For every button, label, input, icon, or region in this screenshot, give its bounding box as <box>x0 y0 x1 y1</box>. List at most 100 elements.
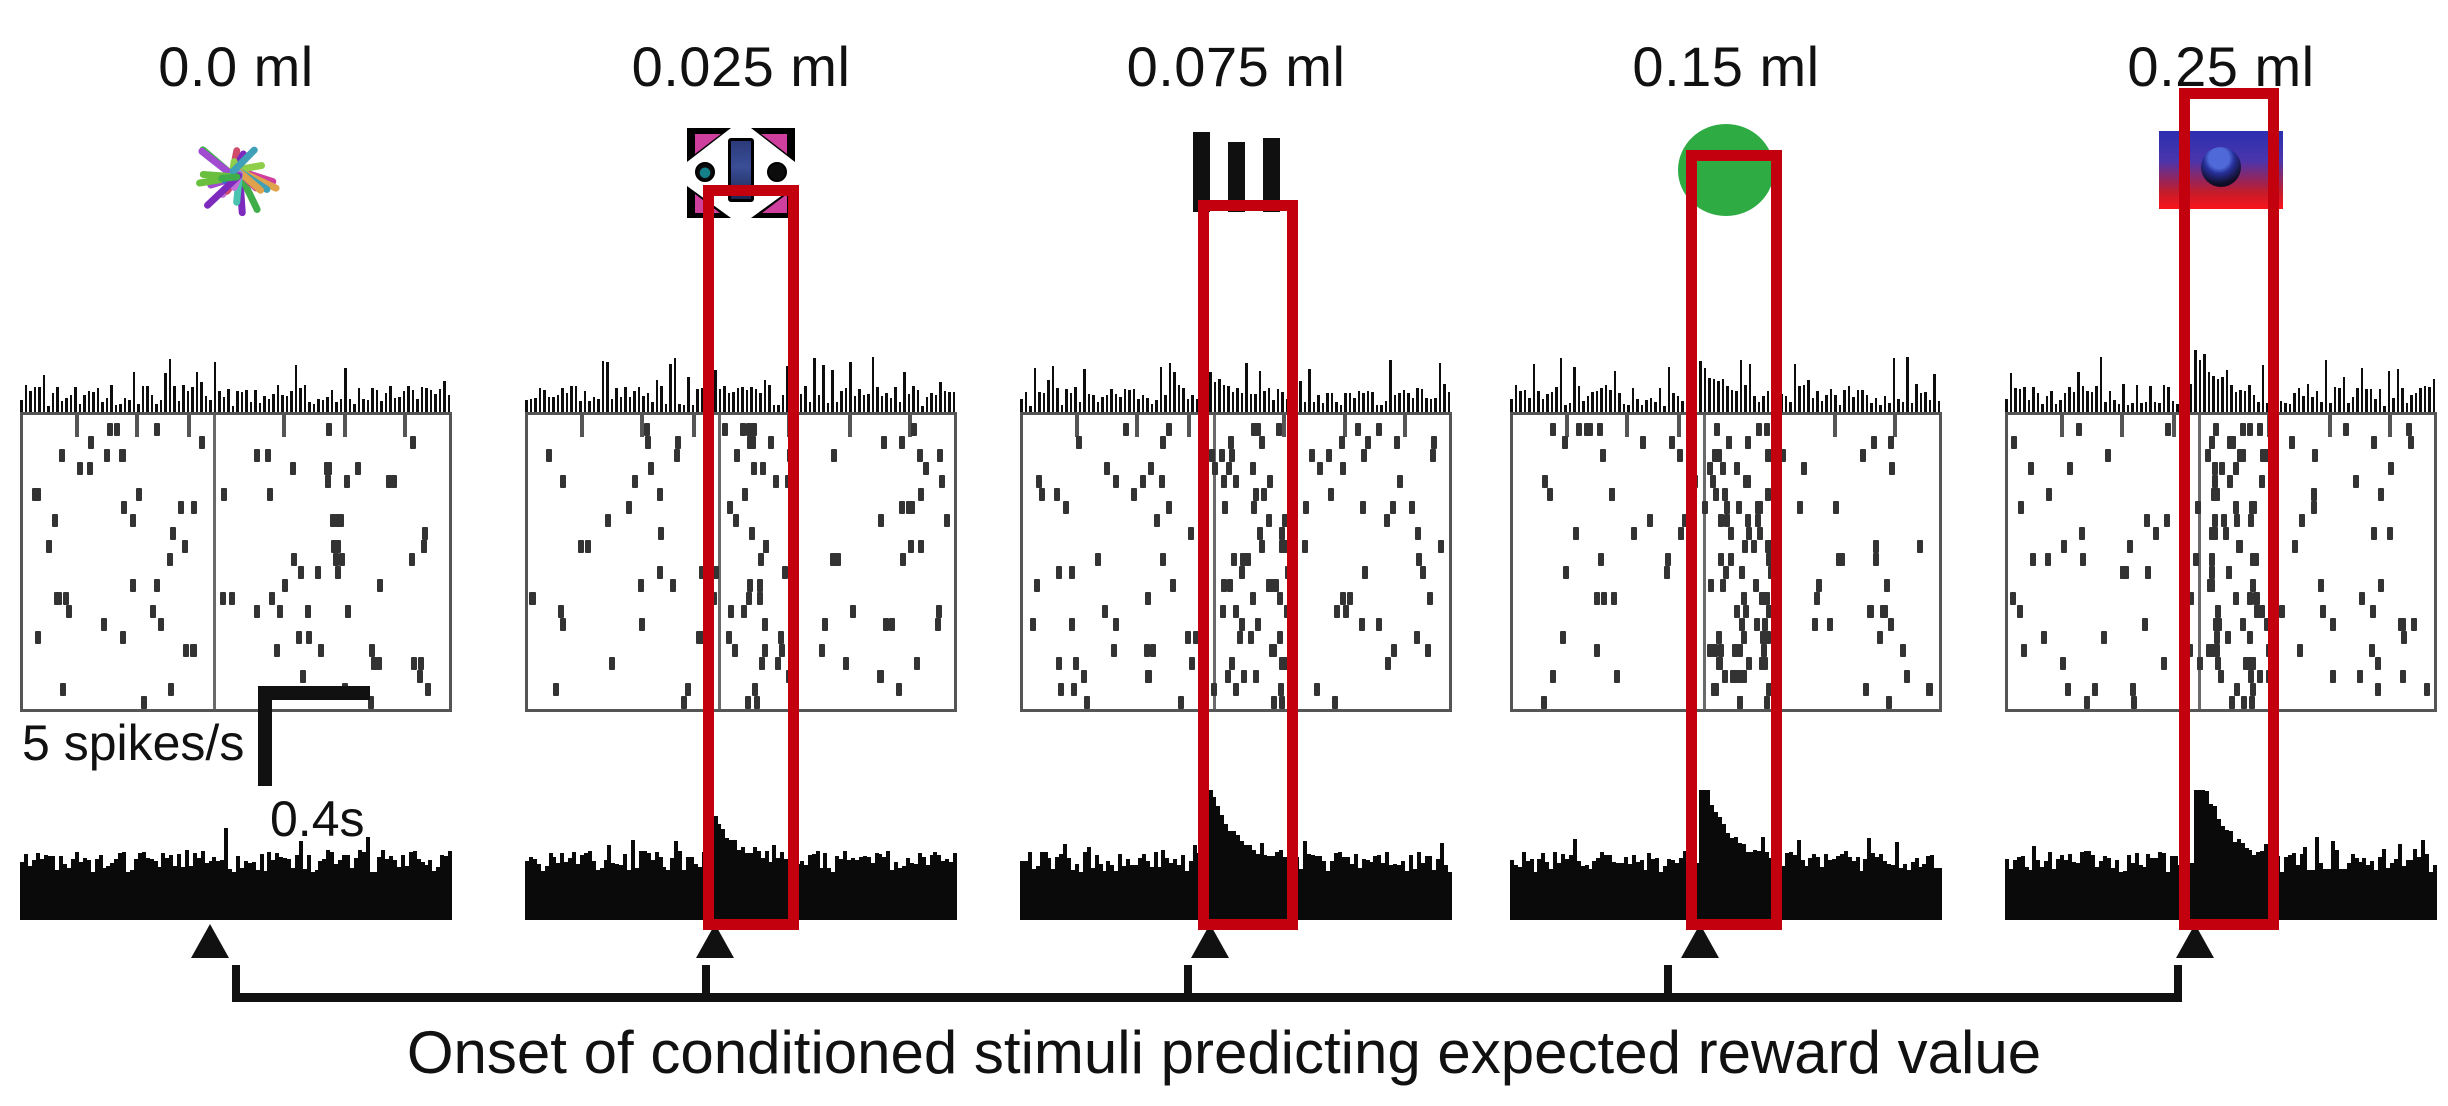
raster-spike <box>1780 449 1787 462</box>
raster-spike <box>899 436 905 449</box>
raster-spike <box>2423 683 2430 696</box>
raster-spike <box>2378 579 2385 592</box>
raster-spike <box>916 449 923 462</box>
raster-spike <box>2164 514 2171 527</box>
raster-spike <box>1742 540 1749 553</box>
raster-spike <box>2209 566 2216 579</box>
raster-spike <box>1827 618 1833 631</box>
raster-spike <box>578 540 585 553</box>
raster-spike <box>1414 527 1421 540</box>
raster-spike <box>268 592 275 605</box>
raster-spike <box>1282 540 1289 553</box>
raster-spike <box>1716 657 1723 670</box>
raster-spike <box>177 501 184 514</box>
raster-spike <box>751 462 757 475</box>
raster-spike <box>1757 501 1764 514</box>
raster-spike <box>1706 644 1713 657</box>
raster-spike <box>675 436 682 449</box>
raster-spike <box>722 423 729 436</box>
raster-spike <box>1764 696 1771 709</box>
raster-spike <box>681 696 688 709</box>
raster-spike <box>2226 436 2233 449</box>
raster-spike <box>1384 657 1391 670</box>
raster-spike <box>1250 462 1257 475</box>
raster-spike <box>1613 670 1620 683</box>
raster-spike <box>1729 670 1736 683</box>
raster-spike <box>2369 605 2376 618</box>
onset-line <box>1213 415 1216 709</box>
raster-spike <box>1229 449 1236 462</box>
raster-spike <box>1701 501 1708 514</box>
peri-stimulus-histogram <box>2005 790 2438 920</box>
raster-spike <box>761 644 768 657</box>
raster-spike <box>889 618 896 631</box>
raster-spike <box>1281 514 1288 527</box>
raster-spike <box>1384 514 1391 527</box>
raster-spike <box>2257 670 2264 683</box>
stimulus-icon-wrap <box>20 120 452 220</box>
raster-spike <box>1145 670 1152 683</box>
raster-spike <box>746 423 753 436</box>
raster-spike <box>1711 449 1718 462</box>
raster-spike <box>1736 501 1743 514</box>
raster-spike <box>1226 462 1233 475</box>
raster-spike <box>1741 670 1748 683</box>
raster-spike <box>290 462 296 475</box>
raster-spike <box>191 501 198 514</box>
raster-spike <box>1437 540 1444 553</box>
raster-tick <box>1893 415 1897 437</box>
raster-spike <box>1068 566 1075 579</box>
raster-spike <box>1713 423 1720 436</box>
peri-stimulus-histogram <box>1020 790 1453 920</box>
raster-spike <box>1102 605 1109 618</box>
raster-spike <box>2143 514 2150 527</box>
raster-spike <box>199 436 205 449</box>
raster-spike <box>1056 657 1063 670</box>
raster-spike <box>1599 449 1606 462</box>
raster-tick <box>2388 415 2392 437</box>
raster-spike <box>354 462 361 475</box>
raster-spike <box>410 657 417 670</box>
raster-spike <box>119 449 126 462</box>
raster-spike <box>757 553 764 566</box>
raster-spike <box>1900 644 1906 657</box>
raster-spike <box>732 514 739 527</box>
raster-spike <box>1149 644 1156 657</box>
raster-spike <box>390 475 397 488</box>
raster-spike <box>1760 644 1767 657</box>
raster-spike <box>647 462 654 475</box>
raster-spike <box>1889 462 1895 475</box>
raster-spike <box>914 657 920 670</box>
raster-spike <box>2211 475 2218 488</box>
raster-spike <box>1408 501 1415 514</box>
raster-spike <box>545 449 552 462</box>
raster-tick <box>282 415 286 437</box>
raster-spike <box>1903 670 1910 683</box>
raster-spike <box>254 605 261 618</box>
raster-spike <box>673 449 680 462</box>
raster-spike <box>282 579 289 592</box>
raster-spike <box>726 501 733 514</box>
raster-spike <box>1763 592 1770 605</box>
raster-spike <box>2021 644 2028 657</box>
raster-spike <box>1639 436 1646 449</box>
raster-spike <box>670 579 677 592</box>
raster-spike <box>1273 579 1280 592</box>
raster-spike <box>2259 605 2266 618</box>
raster-spike <box>1375 423 1382 436</box>
raster-spike <box>922 462 929 475</box>
raster-spike <box>1712 488 1719 501</box>
raster-spike <box>759 462 766 475</box>
raster-spike <box>2299 514 2306 527</box>
raster-spike <box>1542 475 1549 488</box>
raster-spike <box>2288 436 2295 449</box>
raster-spike <box>2215 605 2222 618</box>
raster-spike <box>2312 449 2319 462</box>
raster-tick <box>908 415 912 437</box>
raster-spike <box>756 592 763 605</box>
raster-spike <box>1743 605 1750 618</box>
raster-spike <box>2263 449 2270 462</box>
raster-spike <box>1762 618 1769 631</box>
column-0ml: 0.0 ml <box>20 0 453 960</box>
raster-spike <box>2029 553 2036 566</box>
